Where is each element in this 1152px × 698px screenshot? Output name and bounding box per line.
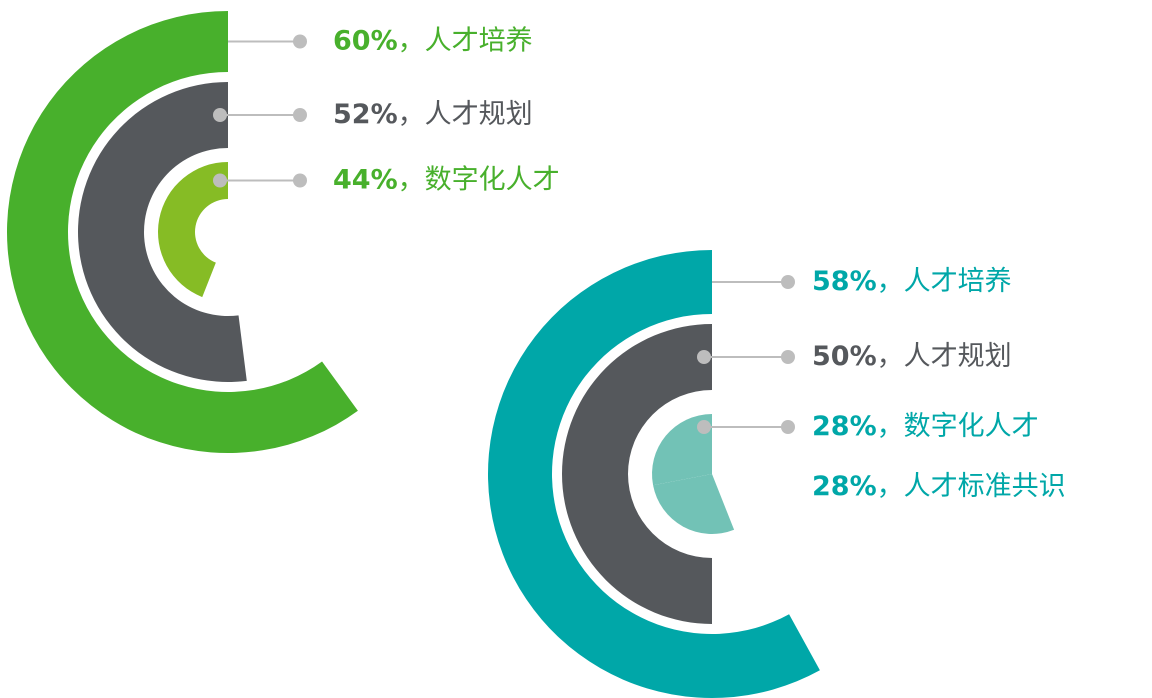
category-label: 人才培养 xyxy=(904,266,1012,297)
ring-segment xyxy=(653,474,735,534)
category-label: 数字化人才 xyxy=(904,411,1039,442)
category-label: 人才培养 xyxy=(425,25,533,56)
category-label: 数字化人才 xyxy=(425,164,560,195)
segment-label: 44%，数字化人才 xyxy=(333,164,560,195)
value-label: 50% xyxy=(812,341,877,372)
separator: ， xyxy=(398,99,425,130)
value-label: 28% xyxy=(812,411,877,442)
leader-dot xyxy=(781,420,795,434)
separator: ， xyxy=(398,25,425,56)
leader-dot xyxy=(293,108,307,122)
category-label: 人才规划 xyxy=(425,99,533,130)
leader-dot xyxy=(697,350,711,364)
leader-dot xyxy=(781,275,795,289)
leader-dot xyxy=(781,350,795,364)
value-label: 58% xyxy=(812,266,877,297)
segment-label: 28%，人才标准共识 xyxy=(812,471,1066,502)
ring-segment xyxy=(78,82,247,382)
segment-label: 60%，人才培养 xyxy=(333,25,533,56)
value-label: 52% xyxy=(333,99,398,130)
separator: ， xyxy=(877,411,904,442)
ring-segment xyxy=(158,162,228,298)
ring-segment xyxy=(488,250,820,698)
value-label: 44% xyxy=(333,164,398,195)
category-label: 人才规划 xyxy=(904,341,1012,372)
separator: ， xyxy=(877,341,904,372)
leader-dot xyxy=(697,420,711,434)
segment-label: 28%，数字化人才 xyxy=(812,411,1039,442)
separator: ， xyxy=(877,471,904,502)
leader-dot xyxy=(213,173,227,188)
separator: ， xyxy=(877,266,904,297)
leader-dot xyxy=(213,108,227,122)
value-label: 28% xyxy=(812,471,877,502)
segment-label: 50%，人才规划 xyxy=(812,341,1012,372)
leader-dot xyxy=(293,34,307,49)
segment-label: 58%，人才培养 xyxy=(812,266,1012,297)
value-label: 60% xyxy=(333,25,398,56)
ring-segment xyxy=(562,324,712,624)
separator: ， xyxy=(398,164,425,195)
segment-label: 52%，人才规划 xyxy=(333,99,533,130)
ring-segment xyxy=(651,414,712,486)
category-label: 人才标准共识 xyxy=(904,471,1066,502)
ring-segment xyxy=(7,11,358,454)
leader-dot xyxy=(293,173,307,188)
